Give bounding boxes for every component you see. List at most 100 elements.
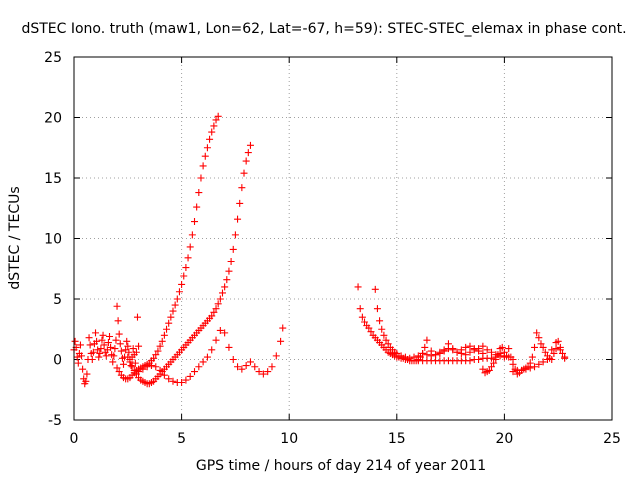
data-point <box>356 305 364 313</box>
data-point <box>268 363 276 371</box>
y-tick-label: 10 <box>44 232 62 248</box>
data-point <box>98 336 106 344</box>
tick-labels: 0 5 10 15 20 25 -5 0 5 10 15 20 25 <box>44 50 621 447</box>
x-tick-label: 25 <box>603 431 621 447</box>
data-point <box>188 231 196 239</box>
data-point <box>479 342 487 350</box>
data-point <box>229 356 237 363</box>
data-point <box>436 349 444 357</box>
data-point <box>358 313 366 321</box>
data-point <box>475 356 483 363</box>
data-point <box>466 348 474 356</box>
data-point <box>259 370 267 378</box>
data-point <box>255 368 263 376</box>
x-tick-label: 15 <box>388 431 406 447</box>
data-point <box>365 324 373 332</box>
data-point <box>487 348 495 356</box>
data-point <box>139 365 147 373</box>
data-point <box>382 336 390 344</box>
data-point <box>225 267 233 275</box>
data-point <box>279 324 287 332</box>
data-point <box>246 141 254 149</box>
data-point <box>191 368 199 376</box>
data-point <box>378 325 386 333</box>
data-point <box>556 346 564 354</box>
data-point <box>173 295 181 303</box>
data-point <box>419 349 427 357</box>
data-point <box>86 341 94 349</box>
data-point <box>234 363 242 371</box>
data-point <box>236 199 244 207</box>
y-tick-label: 5 <box>53 292 62 308</box>
data-point <box>132 348 140 356</box>
data-point <box>272 352 280 360</box>
data-point <box>212 116 220 124</box>
data-point <box>195 363 203 371</box>
data-point <box>150 354 158 362</box>
data-point <box>106 333 114 341</box>
data-point <box>361 318 369 326</box>
data-point <box>373 305 381 313</box>
data-point <box>264 368 272 376</box>
data-point <box>238 184 246 192</box>
x-axis-title: GPS time / hours of day 214 of year 2011 <box>196 458 486 474</box>
data-point <box>397 352 405 360</box>
data-point <box>100 341 108 349</box>
data-point <box>126 358 134 366</box>
data-point <box>498 343 506 351</box>
data-point <box>479 349 487 357</box>
data-series <box>414 336 487 363</box>
data-point <box>432 351 440 359</box>
data-point <box>165 319 173 327</box>
data-point <box>143 363 151 371</box>
data-point <box>457 346 465 354</box>
data-point <box>167 313 175 321</box>
data-point <box>242 362 250 370</box>
data-point <box>112 336 120 344</box>
data-point <box>214 300 222 308</box>
data-point <box>201 152 209 160</box>
data-point <box>128 363 136 371</box>
data-point <box>124 342 132 350</box>
data-point <box>354 283 362 291</box>
data-point <box>199 358 207 366</box>
data-point <box>107 343 115 351</box>
data-point <box>238 365 246 373</box>
data-point <box>240 169 248 177</box>
data-point <box>509 360 517 368</box>
data-point <box>539 343 547 351</box>
data-point <box>492 356 500 363</box>
data-point <box>182 376 190 384</box>
data-point <box>178 378 186 386</box>
data-point <box>550 349 558 357</box>
data-point <box>231 231 239 239</box>
data-point <box>470 345 478 353</box>
data-point <box>110 352 118 360</box>
data-point <box>92 329 100 337</box>
data-point <box>234 215 242 223</box>
data-point <box>184 254 192 262</box>
data-point <box>131 359 139 367</box>
data-point <box>199 162 207 170</box>
data-point <box>129 345 137 353</box>
data-point <box>212 305 220 313</box>
data-point <box>133 313 141 321</box>
data-point <box>85 334 93 342</box>
data-point <box>246 358 254 366</box>
data-point <box>95 353 103 361</box>
data-point <box>160 331 168 339</box>
data-point <box>76 341 84 349</box>
data-point <box>71 337 79 345</box>
data-point <box>178 280 186 288</box>
data-point <box>406 354 414 362</box>
data-point <box>466 357 474 365</box>
data-point <box>507 353 515 361</box>
data-points <box>70 112 569 388</box>
data-point <box>156 342 164 350</box>
y-tick-label: 25 <box>44 50 62 66</box>
data-point <box>423 351 431 359</box>
data-point <box>186 243 194 251</box>
data-series <box>70 302 143 388</box>
data-point <box>115 368 123 376</box>
data-point <box>466 342 474 350</box>
